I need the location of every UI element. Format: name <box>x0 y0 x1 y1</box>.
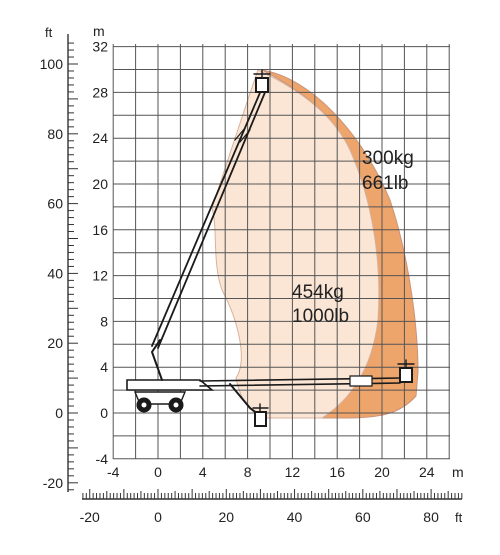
m-x-tick-label: 0 <box>154 464 162 480</box>
m-unit-label-right: m <box>452 464 464 480</box>
m-x-tick-label: 16 <box>329 464 345 480</box>
ft-x-tick-label: 40 <box>287 509 303 525</box>
m-x-tick-label: -4 <box>107 464 120 480</box>
jib-lower <box>150 339 163 381</box>
m-x-tick-label: 24 <box>419 464 435 480</box>
m-x-tick-label: 12 <box>285 464 301 480</box>
zone-inner-load-lb: 1000lb <box>292 306 349 327</box>
m-y-tick-label: 28 <box>92 84 108 100</box>
m-y-tick-label: -4 <box>96 451 109 467</box>
ft-y-tick-label: 40 <box>47 265 63 281</box>
m-y-tick-label: 16 <box>92 222 108 238</box>
platform-horizontal <box>399 367 413 383</box>
ft-y-tick-label: 100 <box>40 56 64 72</box>
zone-454kg <box>211 69 380 419</box>
ft-y-tick-label: -20 <box>43 475 63 491</box>
m-y-axis-labels: 32 28 24 20 16 12 8 4 0 -4 <box>92 39 108 467</box>
ft-unit-label-bottom: ft <box>455 510 463 525</box>
ft-x-tick-label: 0 <box>154 509 162 525</box>
platform-top <box>255 77 269 93</box>
m-y-tick-label: 24 <box>92 130 108 146</box>
ft-y-tick-label: 80 <box>47 126 63 142</box>
grid <box>112 44 450 460</box>
ft-y-axis: 100 80 60 40 20 0 -20 <box>40 34 78 492</box>
m-unit-label-top: m <box>93 23 105 39</box>
zone-outer-load-kg: 300kg <box>362 148 414 169</box>
ft-x-axis: -20 0 20 40 60 80 <box>80 489 463 525</box>
ft-y-tick-label: 20 <box>47 335 63 351</box>
m-y-tick-label: 20 <box>92 176 108 192</box>
ft-y-tick-label: 0 <box>55 405 63 421</box>
zone-outer-load-lb: 661lb <box>362 173 409 194</box>
boom-lift-machine <box>126 69 415 427</box>
m-x-tick-label: 20 <box>374 464 390 480</box>
m-x-tick-label: 8 <box>244 464 252 480</box>
m-y-tick-label: 4 <box>100 359 108 375</box>
m-y-tick-label: 32 <box>92 39 108 55</box>
m-y-tick-label: 8 <box>100 313 108 329</box>
m-y-tick-label: 0 <box>100 405 108 421</box>
m-y-tick-label: 12 <box>92 268 108 284</box>
chassis <box>126 379 215 391</box>
ft-x-tick-label: 80 <box>423 509 439 525</box>
platform-bottom <box>254 411 267 427</box>
ft-unit-label-left: ft <box>45 25 53 40</box>
m-x-axis-labels: -4 0 4 8 12 16 20 24 <box>107 464 435 480</box>
m-x-tick-label: 4 <box>199 464 207 480</box>
ft-x-tick-label: -20 <box>80 509 100 525</box>
ft-y-tick-label: 60 <box>47 196 63 212</box>
zone-inner-load-kg: 454kg <box>292 282 344 303</box>
ft-x-tick-label: 20 <box>218 509 234 525</box>
ft-x-tick-label: 60 <box>355 509 371 525</box>
